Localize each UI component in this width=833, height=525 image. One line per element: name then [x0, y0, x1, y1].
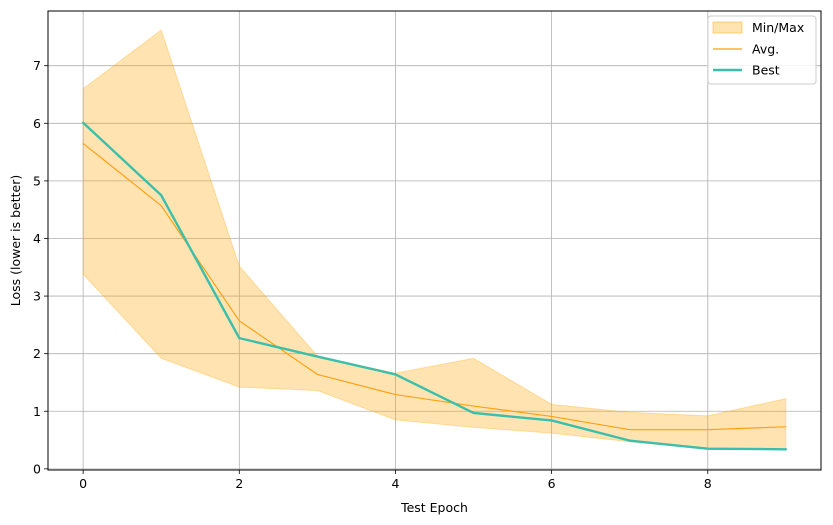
x-tick-label: 2	[235, 476, 243, 491]
y-tick-label: 5	[33, 173, 41, 188]
series-layer	[81, 121, 788, 451]
ticks: 0 2 4 6 8 0 1 2 3 4 5 6 7	[33, 58, 712, 491]
min-max-band	[82, 29, 787, 450]
legend: Min/Max Avg. Best	[707, 15, 817, 85]
x-tick-label: 4	[391, 476, 399, 491]
x-axis-label: Test Epoch	[400, 500, 468, 515]
y-tick-label: 7	[33, 58, 41, 73]
y-tick-label: 4	[33, 231, 41, 246]
series-line-best	[81, 121, 788, 451]
y-tick-label: 1	[33, 404, 41, 419]
x-tick-label: 0	[79, 476, 87, 491]
y-tick-label: 3	[33, 289, 41, 304]
series-line-avg	[82, 142, 787, 431]
legend-label-min-max: Min/Max	[752, 20, 804, 35]
legend-swatch-min-max	[712, 21, 743, 34]
plot-frame	[47, 10, 822, 471]
y-tick-label: 0	[33, 461, 41, 476]
y-tick-label: 2	[33, 346, 41, 361]
legend-label-best: Best	[752, 63, 780, 78]
min-max-band-layer	[82, 29, 787, 450]
grid	[48, 11, 821, 470]
x-tick-label: 6	[548, 476, 556, 491]
legend-label-avg: Avg.	[752, 42, 779, 57]
y-axis-label: Loss (lower is better)	[8, 175, 23, 307]
y-tick-label: 6	[33, 116, 41, 131]
x-tick-label: 8	[704, 476, 712, 491]
legend-box	[707, 15, 817, 85]
